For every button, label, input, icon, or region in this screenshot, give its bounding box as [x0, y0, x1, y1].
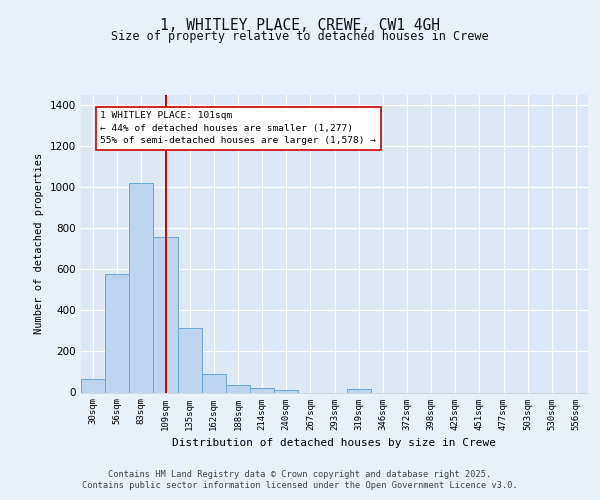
Y-axis label: Number of detached properties: Number of detached properties [34, 153, 44, 334]
Bar [226, 386, 250, 392]
Bar [274, 390, 298, 392]
Text: Contains HM Land Registry data © Crown copyright and database right 2025.: Contains HM Land Registry data © Crown c… [109, 470, 491, 479]
Bar [250, 388, 274, 392]
Text: Size of property relative to detached houses in Crewe: Size of property relative to detached ho… [111, 30, 489, 43]
Text: 1, WHITLEY PLACE, CREWE, CW1 4GH: 1, WHITLEY PLACE, CREWE, CW1 4GH [160, 18, 440, 32]
Bar [178, 328, 202, 392]
Text: Contains public sector information licensed under the Open Government Licence v3: Contains public sector information licen… [82, 481, 518, 490]
Bar [347, 390, 371, 392]
Bar [129, 183, 154, 392]
X-axis label: Distribution of detached houses by size in Crewe: Distribution of detached houses by size … [173, 438, 497, 448]
Bar [105, 274, 129, 392]
Text: 1 WHITLEY PLACE: 101sqm
← 44% of detached houses are smaller (1,277)
55% of semi: 1 WHITLEY PLACE: 101sqm ← 44% of detache… [100, 112, 376, 146]
Bar [202, 374, 226, 392]
Bar [154, 236, 178, 392]
Bar [81, 379, 105, 392]
